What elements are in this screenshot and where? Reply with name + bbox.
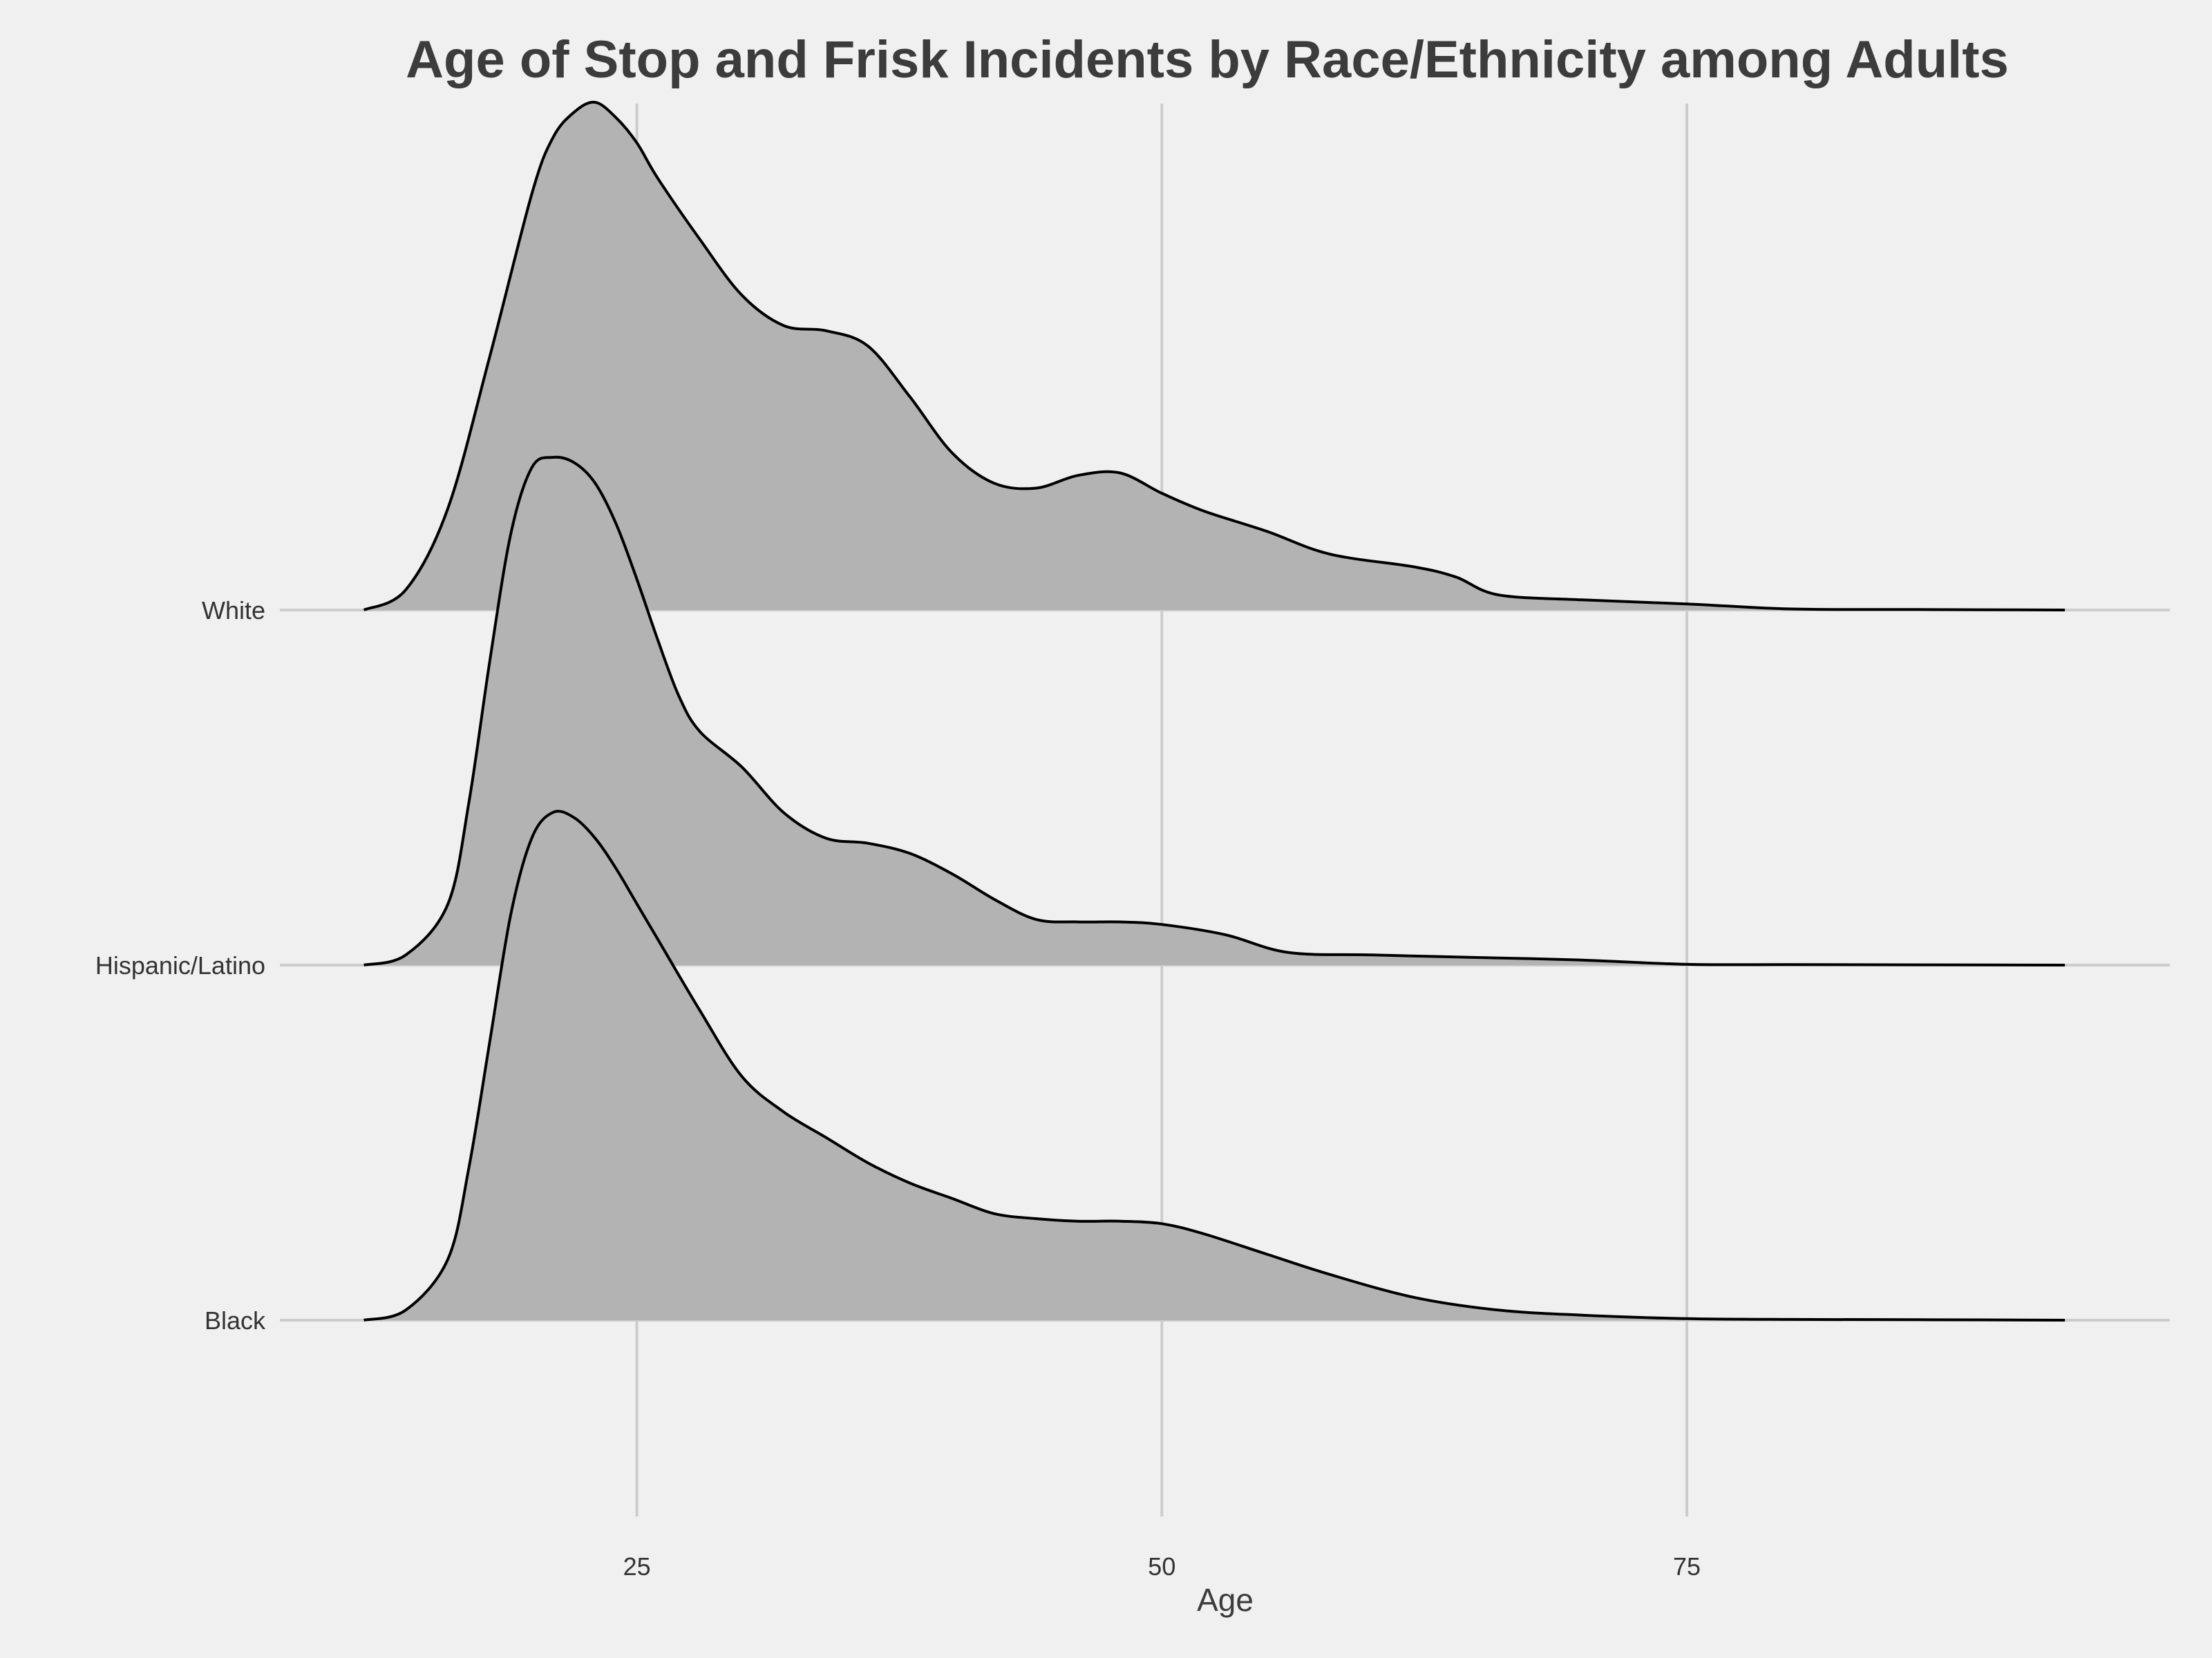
x-tick-label-50: 50	[1148, 1552, 1175, 1581]
ridge-fill-black	[363, 811, 2066, 1320]
y-tick-label-black: Black	[205, 1306, 266, 1335]
chart-title: Age of Stop and Frisk Incidents by Race/…	[406, 30, 2009, 89]
y-tick-label-hispanic-latino: Hispanic/Latino	[95, 951, 265, 980]
ridge-layer	[363, 100, 2066, 1322]
y-tick-labels: Black Hispanic/Latino White	[95, 596, 266, 1335]
y-tick-label-white: White	[202, 596, 265, 625]
ridge-line-hispanic-latino	[363, 455, 2066, 966]
ridge-fill-hispanic-latino	[363, 457, 2066, 965]
ridge-line-black	[363, 810, 2066, 1322]
x-axis-label: Age	[1197, 1582, 1254, 1618]
x-tick-label-75: 75	[1673, 1552, 1701, 1581]
x-tick-label-25: 25	[623, 1552, 651, 1581]
x-tick-labels: 25 50 75	[623, 1552, 1701, 1581]
ridge-fill-white	[363, 102, 2066, 610]
ridge-line-white	[363, 100, 2066, 611]
